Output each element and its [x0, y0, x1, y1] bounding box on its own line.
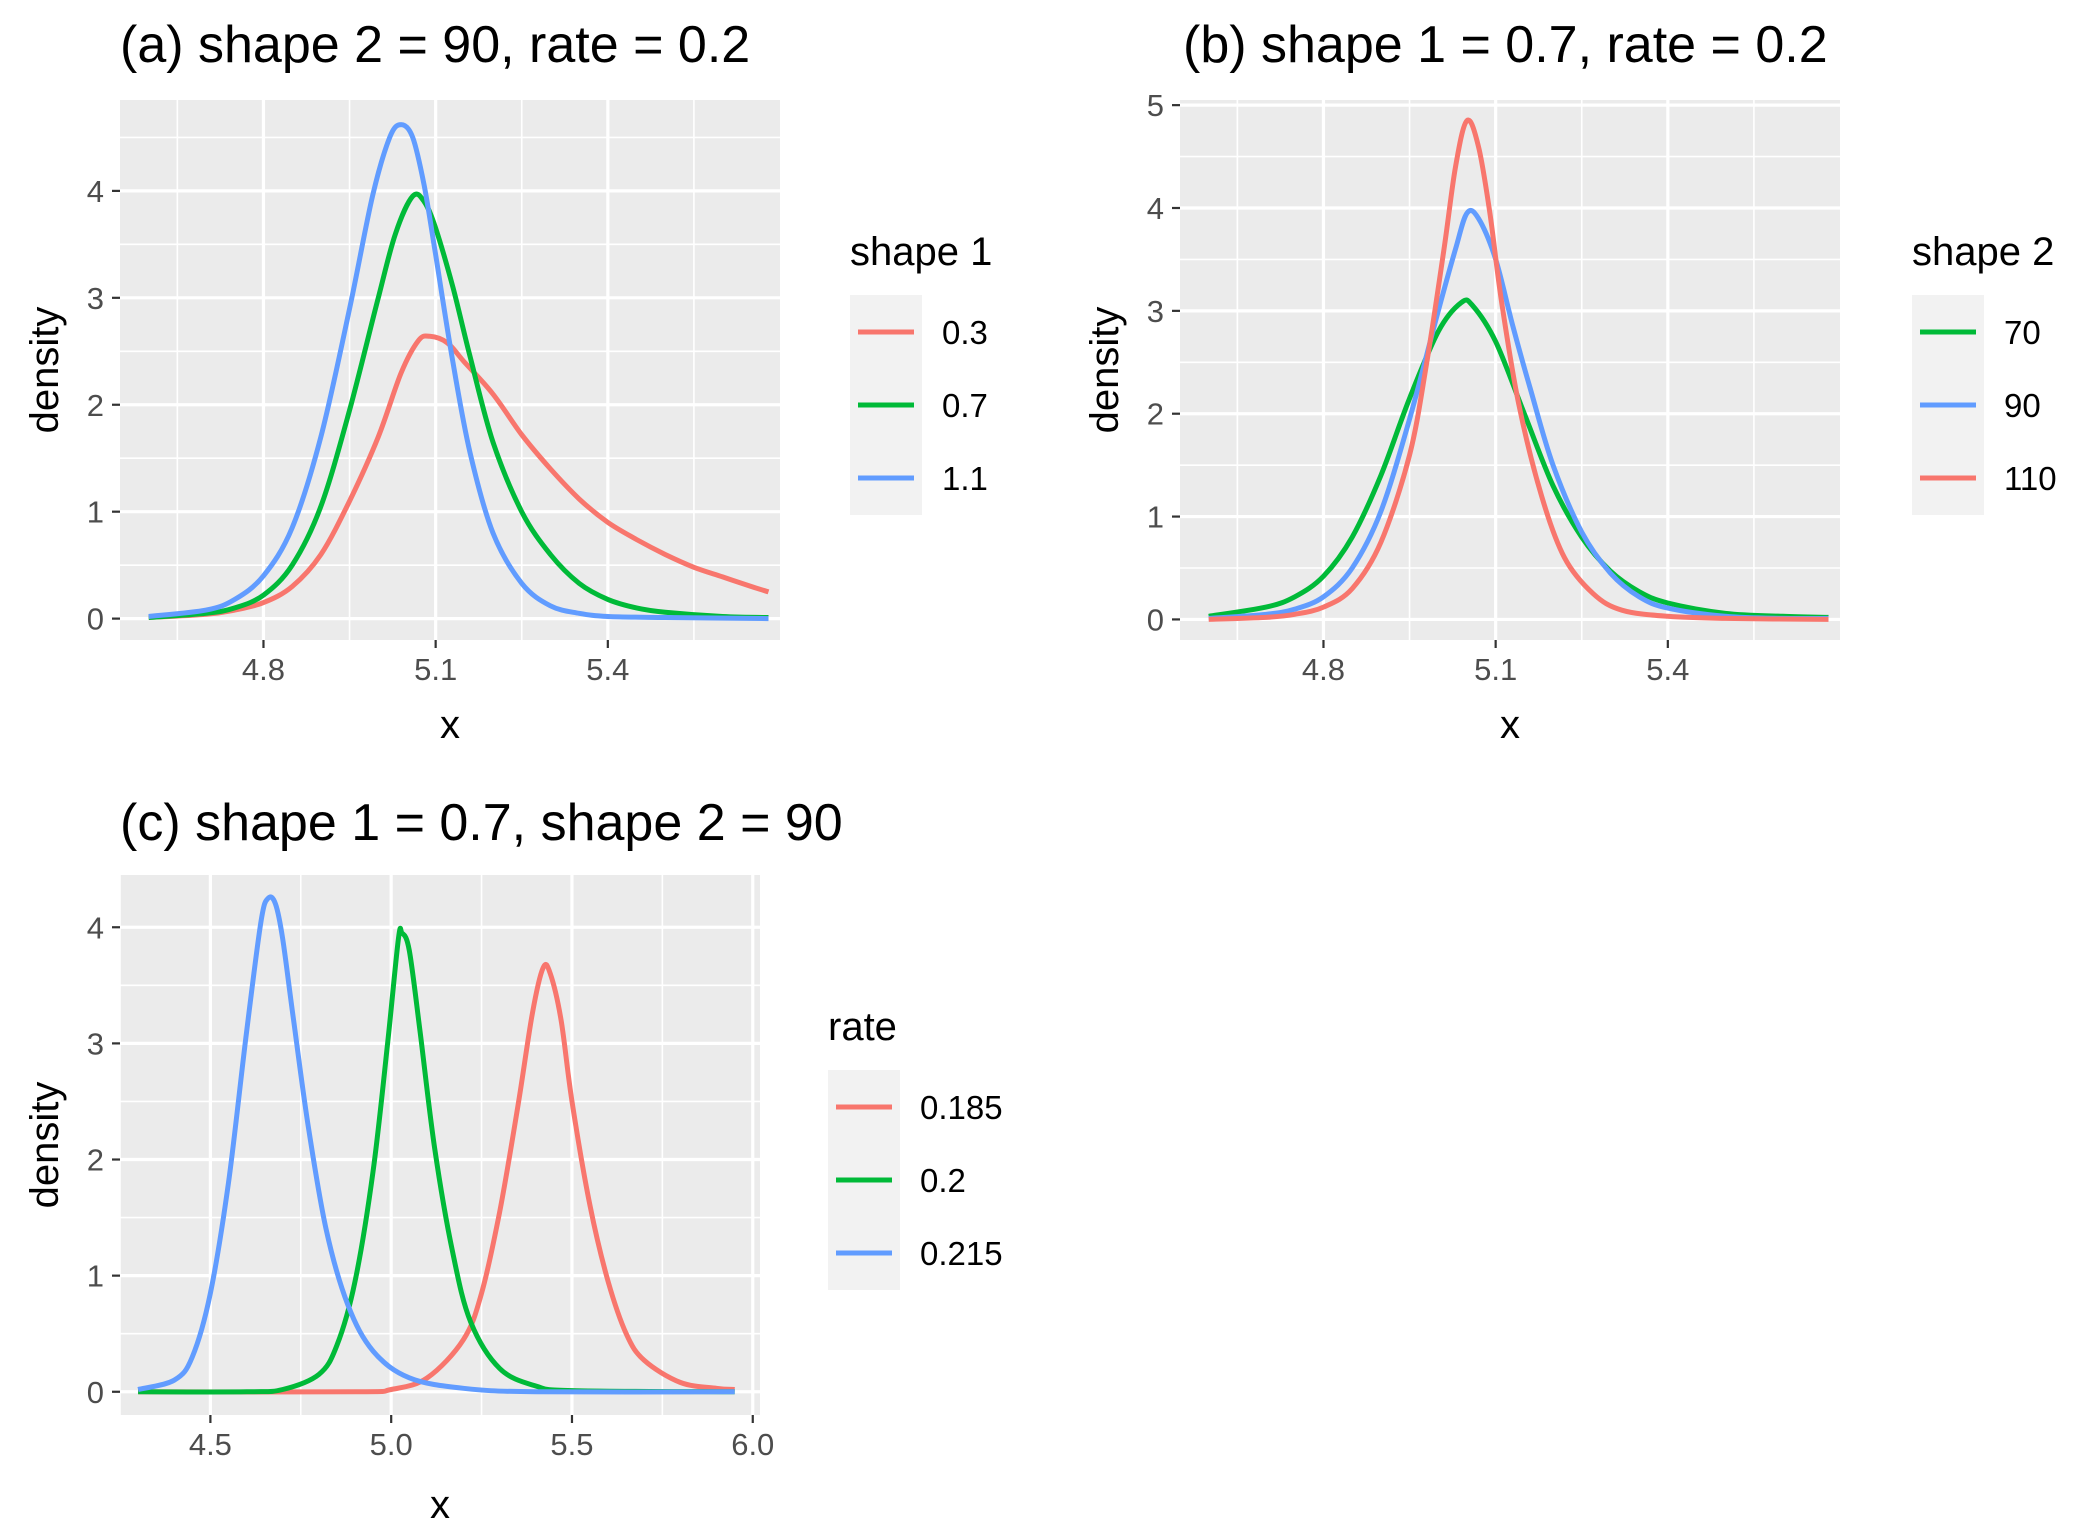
legend-items: 0.3 0.7 1.1	[858, 314, 988, 497]
x-tick-label: 5.4	[586, 652, 629, 687]
y-tick-label: 2	[87, 388, 104, 423]
x-tick-label: 6.0	[731, 1427, 774, 1462]
y-axis-ticks: 0 1 2 3 4	[87, 174, 120, 637]
x-axis-ticks: 4.8 5.1 5.4	[242, 640, 629, 687]
x-axis-label: x	[440, 703, 460, 747]
legend: shape 2 70 90 110	[1912, 230, 2057, 515]
legend-title: shape 2	[1912, 230, 2054, 274]
legend-title: rate	[828, 1005, 897, 1049]
gridlines	[1180, 100, 1840, 640]
y-axis-ticks: 0 1 2 3 4 5	[1147, 88, 1180, 637]
series-lines	[137, 894, 735, 1395]
gridlines	[119, 875, 760, 1415]
chart-title: (c) shape 1 = 0.7, shape 2 = 90	[120, 794, 843, 852]
y-tick-label: 2	[1147, 397, 1164, 432]
y-tick-label: 0	[87, 602, 104, 637]
panel-c: (c) shape 1 = 0.7, shape 2 = 90 4.5 5.0 5.…	[23, 794, 1003, 1527]
legend: shape 1 0.3 0.7 1.1	[850, 230, 992, 515]
series-line	[137, 894, 735, 1395]
legend-label: 0.3	[942, 314, 988, 351]
series-line	[148, 191, 769, 620]
plot-panel-background	[120, 875, 760, 1415]
legend-label: 0.2	[920, 1162, 966, 1199]
x-tick-label: 5.0	[370, 1427, 413, 1462]
y-tick-label: 3	[1147, 294, 1164, 329]
y-tick-label: 5	[1147, 88, 1164, 123]
y-axis-label: density	[23, 307, 67, 434]
legend-label: 0.7	[942, 387, 988, 424]
y-axis-label: density	[1083, 307, 1127, 434]
series-line	[148, 122, 769, 622]
plot-panel-background	[120, 100, 780, 640]
series-lines	[148, 122, 770, 622]
x-tick-label: 5.4	[1646, 652, 1689, 687]
y-tick-label: 4	[1147, 191, 1164, 226]
y-tick-label: 1	[87, 1259, 104, 1294]
chart-title: (b) shape 1 = 0.7, rate = 0.2	[1183, 16, 1828, 74]
y-tick-label: 1	[1147, 500, 1164, 535]
series-line	[1208, 297, 1829, 620]
series-line	[1208, 117, 1829, 622]
x-axis-ticks: 4.5 5.0 5.5 6.0	[189, 1415, 774, 1462]
series-line	[1208, 208, 1829, 622]
y-tick-label: 3	[87, 281, 104, 316]
legend-label: 90	[2004, 387, 2041, 424]
legend-label: 70	[2004, 314, 2041, 351]
series-lines	[1208, 117, 1829, 622]
y-tick-label: 2	[87, 1143, 104, 1178]
x-tick-label: 5.5	[550, 1427, 593, 1462]
x-axis-label: x	[430, 1483, 450, 1527]
panel-b: (b) shape 1 = 0.7, rate = 0.2 4.8 5.1 5.4 …	[1083, 16, 2057, 747]
legend-items: 0.185 0.2 0.215	[836, 1089, 1003, 1272]
x-axis-ticks: 4.8 5.1 5.4	[1302, 640, 1689, 687]
y-tick-label: 0	[87, 1375, 104, 1410]
y-axis-label: density	[23, 1082, 67, 1209]
legend-label: 0.185	[920, 1089, 1003, 1126]
legend-label: 0.215	[920, 1235, 1003, 1272]
y-axis-ticks: 0 1 2 3 4	[87, 910, 120, 1410]
x-tick-label: 4.8	[242, 652, 285, 687]
x-tick-label: 4.5	[189, 1427, 232, 1462]
legend-label: 1.1	[942, 460, 988, 497]
panel-a: (a) shape 2 = 90, rate = 0.2 4.8 5.1 5.4 0…	[23, 16, 992, 747]
y-tick-label: 4	[87, 910, 104, 945]
x-axis-label: x	[1500, 703, 1520, 747]
y-tick-label: 3	[87, 1026, 104, 1061]
y-tick-label: 0	[1147, 602, 1164, 637]
legend-items: 70 90 110	[1920, 314, 2057, 497]
series-line	[138, 925, 735, 1395]
y-tick-label: 1	[87, 495, 104, 530]
legend-label: 110	[2004, 460, 2057, 497]
x-tick-label: 5.1	[414, 652, 457, 687]
x-tick-label: 4.8	[1302, 652, 1345, 687]
x-tick-label: 5.1	[1474, 652, 1517, 687]
legend-title: shape 1	[850, 230, 992, 274]
y-tick-label: 4	[87, 174, 104, 209]
legend: rate 0.185 0.2 0.215	[828, 1005, 1003, 1290]
chart-title: (a) shape 2 = 90, rate = 0.2	[120, 16, 750, 74]
